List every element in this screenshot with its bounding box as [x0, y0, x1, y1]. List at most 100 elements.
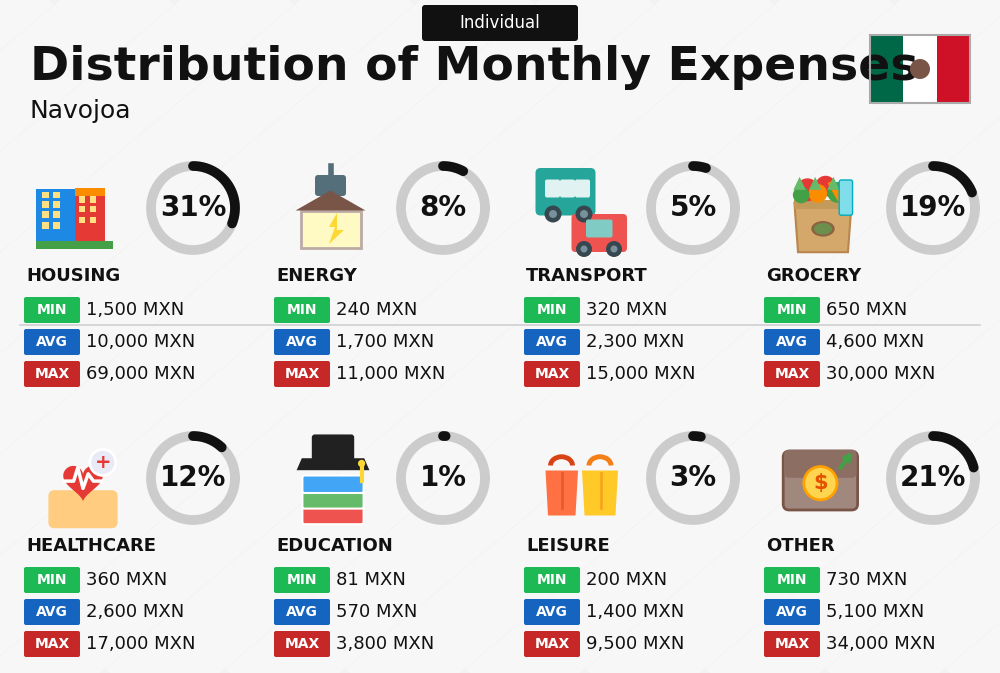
Circle shape: [793, 186, 809, 203]
Text: AVG: AVG: [36, 605, 68, 619]
FancyBboxPatch shape: [783, 451, 858, 510]
Text: AVG: AVG: [776, 335, 808, 349]
Text: AVG: AVG: [286, 605, 318, 619]
Text: 2,600 MXN: 2,600 MXN: [86, 603, 184, 621]
Text: 730 MXN: 730 MXN: [826, 571, 907, 589]
FancyBboxPatch shape: [524, 361, 580, 387]
Text: MIN: MIN: [287, 303, 317, 317]
Circle shape: [549, 210, 557, 218]
FancyBboxPatch shape: [90, 217, 96, 223]
FancyBboxPatch shape: [302, 476, 364, 493]
FancyBboxPatch shape: [524, 297, 580, 323]
Text: 360 MXN: 360 MXN: [86, 571, 167, 589]
FancyBboxPatch shape: [315, 175, 346, 196]
Text: Individual: Individual: [460, 14, 540, 32]
FancyBboxPatch shape: [79, 217, 85, 223]
Circle shape: [358, 460, 365, 467]
Text: 69,000 MXN: 69,000 MXN: [86, 365, 196, 383]
FancyBboxPatch shape: [42, 211, 49, 218]
Text: MAX: MAX: [34, 367, 70, 381]
Ellipse shape: [814, 223, 832, 234]
Text: 1,700 MXN: 1,700 MXN: [336, 333, 434, 351]
FancyBboxPatch shape: [764, 567, 820, 593]
FancyBboxPatch shape: [53, 201, 60, 208]
Circle shape: [90, 450, 116, 475]
Text: 17,000 MXN: 17,000 MXN: [86, 635, 196, 653]
FancyBboxPatch shape: [36, 241, 113, 249]
FancyBboxPatch shape: [764, 361, 820, 387]
Text: 34,000 MXN: 34,000 MXN: [826, 635, 936, 653]
Text: 21%: 21%: [900, 464, 966, 492]
Text: AVG: AVG: [776, 605, 808, 619]
Text: MIN: MIN: [777, 573, 807, 587]
Circle shape: [804, 466, 837, 500]
Text: 3,800 MXN: 3,800 MXN: [336, 635, 434, 653]
Text: EDUCATION: EDUCATION: [276, 537, 393, 555]
Polygon shape: [827, 177, 840, 190]
FancyBboxPatch shape: [839, 180, 853, 215]
FancyBboxPatch shape: [524, 599, 580, 625]
Text: 81 MXN: 81 MXN: [336, 571, 406, 589]
FancyBboxPatch shape: [24, 361, 80, 387]
Text: 1%: 1%: [420, 464, 466, 492]
Text: 650 MXN: 650 MXN: [826, 301, 907, 319]
Text: 15,000 MXN: 15,000 MXN: [586, 365, 696, 383]
Text: 3%: 3%: [669, 464, 717, 492]
FancyBboxPatch shape: [48, 490, 118, 528]
FancyBboxPatch shape: [75, 188, 105, 196]
Text: MAX: MAX: [774, 367, 810, 381]
FancyBboxPatch shape: [274, 567, 330, 593]
FancyBboxPatch shape: [300, 211, 360, 248]
Circle shape: [815, 176, 836, 197]
FancyBboxPatch shape: [545, 180, 560, 197]
Text: MIN: MIN: [287, 573, 317, 587]
FancyBboxPatch shape: [572, 214, 627, 252]
Text: OTHER: OTHER: [766, 537, 835, 555]
Circle shape: [576, 241, 592, 257]
Text: 5%: 5%: [669, 194, 717, 222]
Text: 1,500 MXN: 1,500 MXN: [86, 301, 184, 319]
FancyBboxPatch shape: [90, 197, 96, 203]
FancyBboxPatch shape: [274, 361, 330, 387]
Polygon shape: [329, 213, 344, 244]
Text: AVG: AVG: [536, 335, 568, 349]
FancyBboxPatch shape: [937, 35, 970, 103]
FancyBboxPatch shape: [312, 435, 354, 461]
Polygon shape: [794, 203, 852, 252]
Text: 12%: 12%: [160, 464, 226, 492]
Text: TRANSPORT: TRANSPORT: [526, 267, 648, 285]
Polygon shape: [809, 177, 821, 190]
Text: MIN: MIN: [537, 573, 567, 587]
Circle shape: [580, 246, 588, 252]
Text: 1,400 MXN: 1,400 MXN: [586, 603, 684, 621]
FancyBboxPatch shape: [764, 329, 820, 355]
Text: $: $: [813, 473, 828, 493]
FancyBboxPatch shape: [524, 631, 580, 657]
FancyBboxPatch shape: [36, 188, 75, 249]
Circle shape: [796, 178, 819, 201]
Text: AVG: AVG: [536, 605, 568, 619]
Polygon shape: [297, 458, 369, 470]
Text: 11,000 MXN: 11,000 MXN: [336, 365, 445, 383]
FancyBboxPatch shape: [79, 207, 85, 213]
Circle shape: [808, 184, 827, 203]
Polygon shape: [63, 466, 103, 501]
FancyBboxPatch shape: [79, 197, 85, 203]
FancyBboxPatch shape: [24, 631, 80, 657]
FancyBboxPatch shape: [42, 201, 49, 208]
Text: 19%: 19%: [900, 194, 966, 222]
FancyBboxPatch shape: [302, 507, 364, 524]
Text: HEALTHCARE: HEALTHCARE: [26, 537, 156, 555]
Text: AVG: AVG: [286, 335, 318, 349]
FancyBboxPatch shape: [903, 35, 937, 103]
Text: 2,300 MXN: 2,300 MXN: [586, 333, 684, 351]
Text: 200 MXN: 200 MXN: [586, 571, 667, 589]
Text: LEISURE: LEISURE: [526, 537, 610, 555]
FancyBboxPatch shape: [560, 180, 575, 197]
Text: Distribution of Monthly Expenses: Distribution of Monthly Expenses: [30, 46, 918, 90]
Text: MAX: MAX: [34, 637, 70, 651]
Text: 31%: 31%: [160, 194, 226, 222]
Text: 8%: 8%: [419, 194, 467, 222]
Circle shape: [910, 59, 930, 79]
Circle shape: [827, 182, 848, 203]
